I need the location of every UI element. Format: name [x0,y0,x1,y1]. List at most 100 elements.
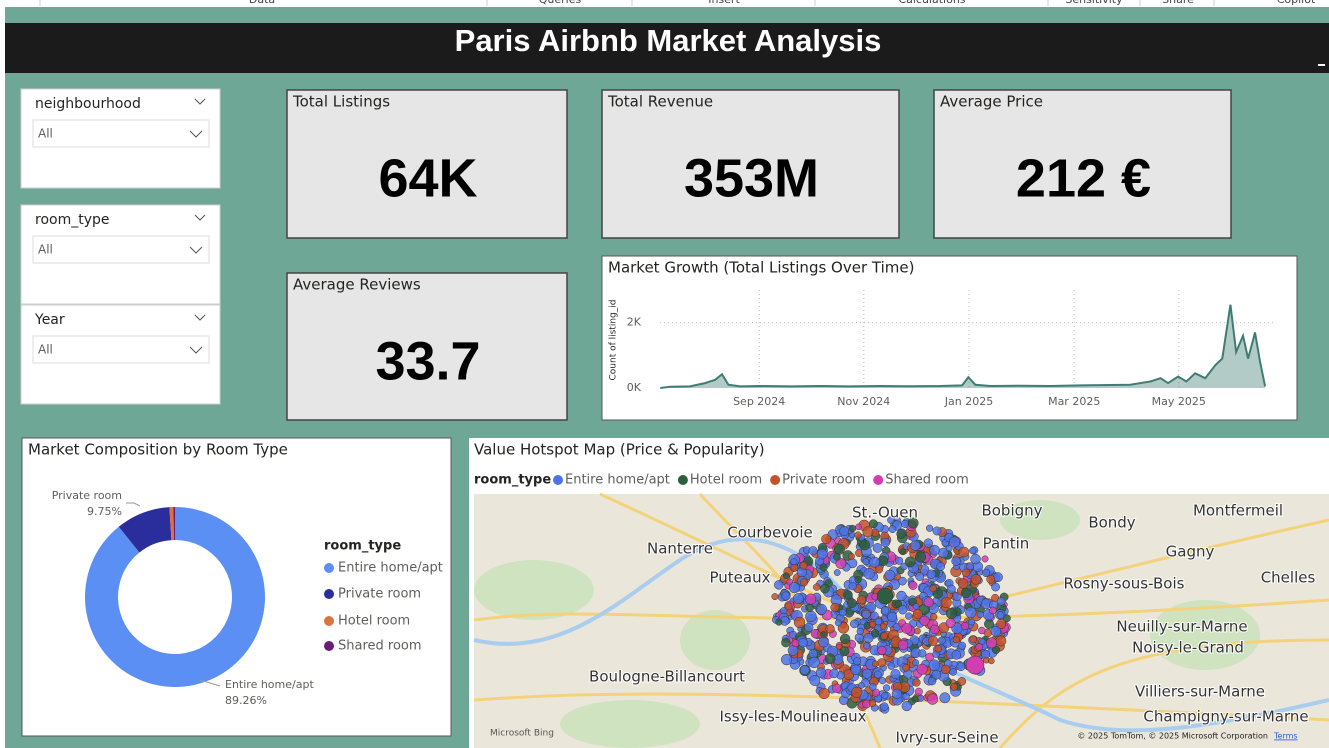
map-bubble[interactable] [965,606,977,619]
map-bubble[interactable] [981,555,989,563]
map-bubble[interactable] [956,662,966,672]
map-bubble[interactable] [989,606,997,615]
map-bubble[interactable] [976,611,984,618]
map-bubble[interactable] [868,519,878,529]
map-bubble[interactable] [877,645,887,655]
map-bubble[interactable] [895,556,904,565]
map-bubble[interactable] [792,593,804,604]
map-bubble[interactable] [927,635,939,646]
map-bubble[interactable] [880,537,891,548]
map-bubble[interactable] [774,580,784,590]
map-bubble[interactable] [839,526,850,536]
map-bubble[interactable] [851,686,863,698]
map-bubble[interactable] [914,687,923,696]
map-bubble[interactable] [771,593,779,601]
map-bubble[interactable] [829,668,839,679]
map-bubble[interactable] [914,627,921,635]
map-bubble[interactable] [808,656,820,669]
map-bubble[interactable] [930,624,940,635]
map-bubble[interactable] [784,602,793,611]
map-bubble[interactable] [816,548,828,560]
map-bubble[interactable] [887,662,896,670]
map-bubble[interactable] [808,546,818,556]
map-bubble[interactable] [931,669,942,680]
map-bubble[interactable] [929,584,937,593]
map-bubble[interactable] [800,578,808,587]
legend-label[interactable]: Hotel room [338,614,410,629]
map-bubble[interactable] [911,695,919,703]
map-bubble[interactable] [832,683,842,693]
map-bubble[interactable] [804,622,814,632]
map-bubble[interactable] [897,639,909,651]
map-bubble[interactable] [848,552,855,560]
map-bubble[interactable] [996,611,1005,619]
map-bubble[interactable] [887,611,898,622]
map-bubble[interactable] [996,618,1007,629]
minimize-icon[interactable] [1318,64,1325,66]
map-bubble[interactable] [782,572,790,580]
map-bubble[interactable] [996,597,1006,606]
map-bubble[interactable] [945,607,958,620]
map-bubble[interactable] [926,569,937,579]
map-bubble[interactable] [825,624,835,634]
map[interactable]: St.-Ouen Bobigny Bondy Montfermeil Courbevoi… [473,492,1329,748]
map-bubble[interactable] [868,683,877,691]
map-bubble[interactable] [879,622,887,630]
map-bubble[interactable] [957,677,967,686]
map-bubble[interactable] [927,676,937,686]
map-bubble[interactable] [848,524,857,533]
map-bubble[interactable] [949,668,957,676]
map-bubble[interactable] [888,525,897,534]
pie-slice[interactable] [118,507,172,553]
map-bubble[interactable] [910,540,921,551]
map-bubble[interactable] [861,609,871,619]
map-bubble[interactable] [781,637,791,648]
map-bubble[interactable] [991,582,1000,592]
map-bubble[interactable] [965,655,985,675]
map-bubble[interactable] [901,623,913,634]
map-bubble[interactable] [941,664,951,675]
map-bubble[interactable] [940,596,952,608]
map-bubble[interactable] [975,643,984,651]
slicer-dropdown[interactable] [32,335,210,364]
map-bubble[interactable] [995,635,1007,647]
map-bubble[interactable] [858,682,865,689]
map-bubble[interactable] [986,574,996,584]
map-bubble[interactable] [798,637,808,648]
menu-item[interactable]: Insert [708,0,740,6]
map-bubble[interactable] [961,568,971,578]
map-bubble[interactable] [908,581,918,590]
map-bubble[interactable] [946,584,956,594]
map-bubble[interactable] [872,660,879,668]
map-bubble[interactable] [835,558,847,569]
chevron[interactable] [194,214,206,221]
map-bubble[interactable] [934,645,942,653]
map-bubble[interactable] [949,536,961,548]
legend-label[interactable]: Private room [338,587,421,602]
map-bubble[interactable] [950,682,958,691]
map-bubble[interactable] [869,556,880,568]
map-bubble[interactable] [966,562,975,571]
legend-label[interactable]: Private room [782,473,865,488]
chevron[interactable] [194,98,206,105]
map-bubble[interactable] [854,576,862,584]
map-bubble[interactable] [990,625,1002,637]
map-bubble[interactable] [818,636,829,648]
map-bubble[interactable] [904,556,916,568]
map-bubble[interactable] [890,669,901,680]
map-bubble[interactable] [853,657,862,666]
map-bubble[interactable] [791,639,800,648]
map-bubble[interactable] [898,576,907,586]
map-bubble[interactable] [839,646,850,657]
map-bubble[interactable] [939,692,951,704]
map-bubble[interactable] [788,582,800,594]
menu-item[interactable]: Calculations [898,0,965,6]
map-bubble[interactable] [877,658,887,668]
map-bubble[interactable] [847,598,857,608]
map-bubble[interactable] [912,678,921,687]
map-bubble[interactable] [970,553,981,565]
map-bubble[interactable] [833,543,845,555]
map-bubble[interactable] [891,688,903,700]
map-bubble[interactable] [805,593,817,605]
map-bubble[interactable] [833,553,841,561]
